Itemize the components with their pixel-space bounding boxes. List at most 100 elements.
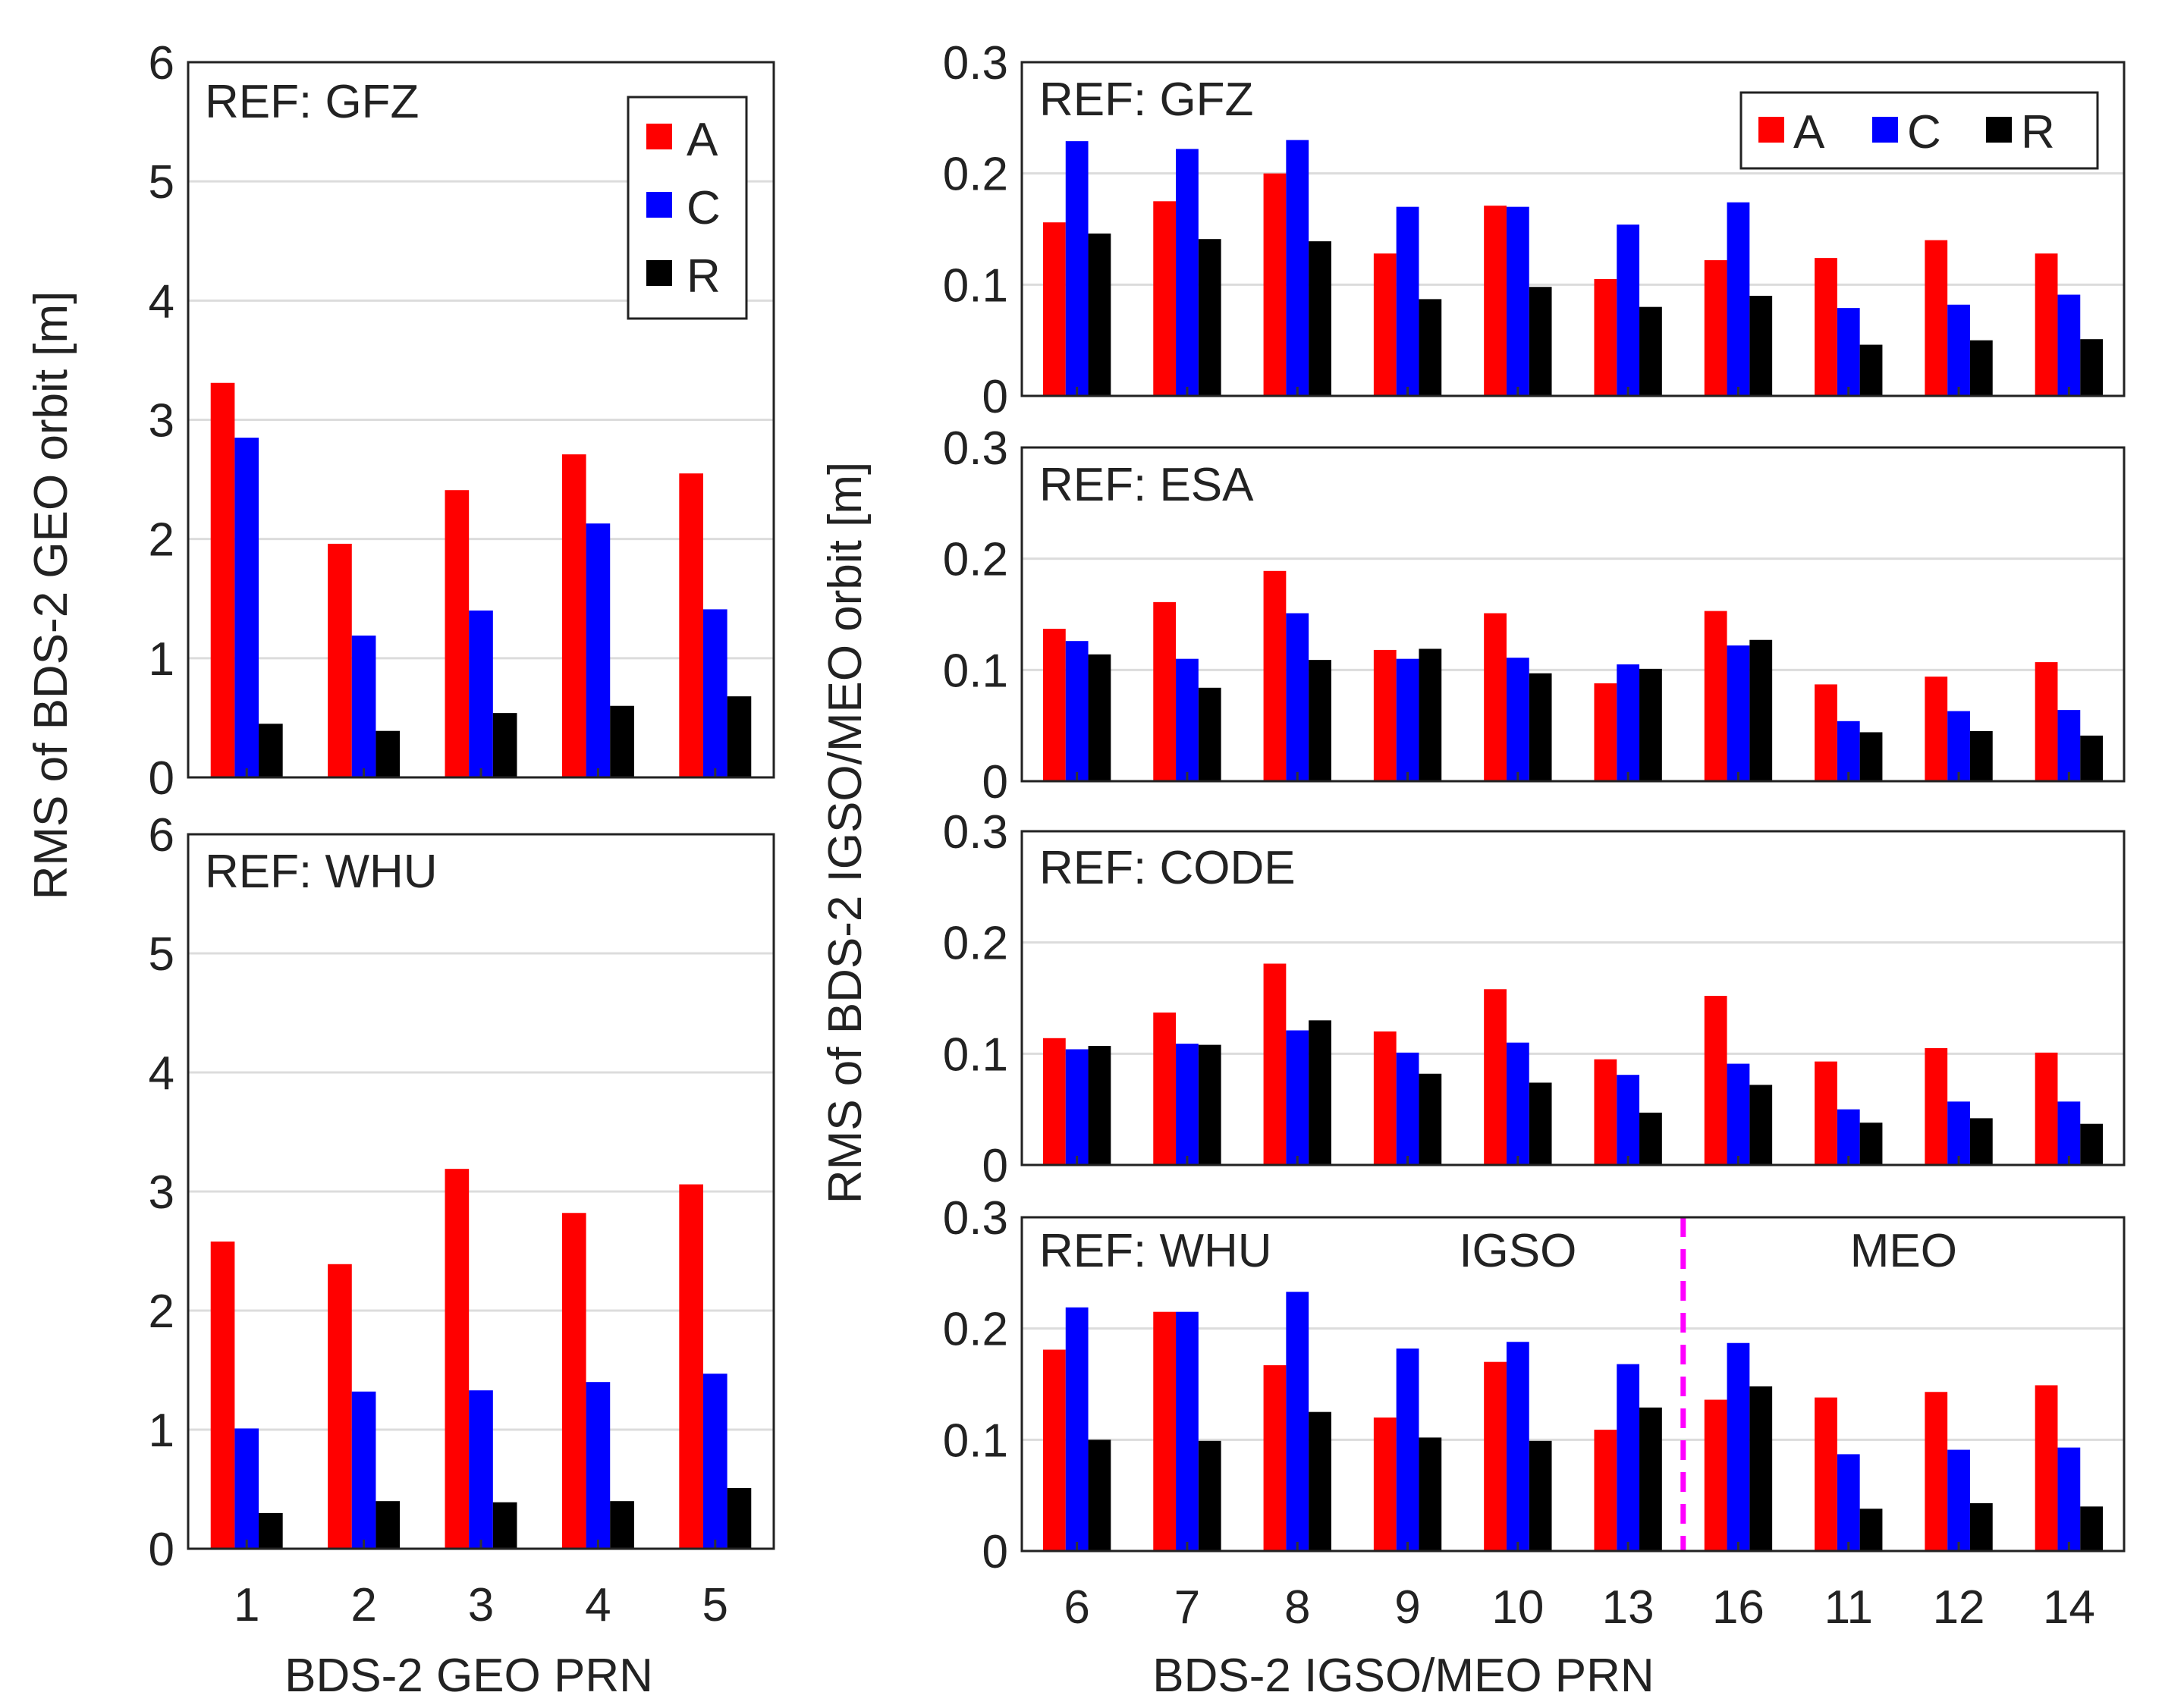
x-tick-label: 3 <box>468 1579 494 1631</box>
bar-a-prn-7 <box>1153 1311 1177 1551</box>
y-tick-label: 4 <box>149 275 174 328</box>
legend-swatch-a <box>1758 117 1784 143</box>
y-tick-label: 0.3 <box>943 422 1008 475</box>
legend-label-a: A <box>687 114 718 166</box>
legend-swatch-r <box>1986 117 2012 143</box>
bar-c-prn-11 <box>1837 1454 1860 1551</box>
x-tick-label: 6 <box>1064 1581 1089 1634</box>
bar-a-prn-13 <box>1594 279 1617 396</box>
y-tick-label: 1 <box>149 1405 174 1457</box>
chart-panel-igso-code: 0 0.1 0.2 0.3 REF: CODE <box>943 806 2126 1192</box>
bar-a-prn-1 <box>210 1241 235 1549</box>
bar-r-prn-8 <box>1309 241 1331 396</box>
bar-r-prn-2 <box>376 1501 401 1549</box>
bar-r-prn-12 <box>1969 340 1993 396</box>
y-tick-label: 0 <box>149 752 174 805</box>
y-tick-label: 0.2 <box>943 918 1008 970</box>
bar-r-prn-6 <box>1088 1440 1111 1551</box>
x-tick-label: 5 <box>702 1579 728 1631</box>
axes-frame <box>1020 61 2126 397</box>
y-tick-label: 0.1 <box>943 1028 1008 1081</box>
axes-frame <box>1020 830 2126 1166</box>
bar-a-prn-12 <box>1925 1048 1948 1165</box>
y-tick-label: 0.3 <box>943 1192 1008 1245</box>
bar-c-prn-4 <box>586 523 611 777</box>
bar-r-prn-6 <box>1088 654 1111 781</box>
legend-swatch-c <box>646 192 672 218</box>
bar-r-prn-10 <box>1529 1440 1552 1551</box>
bar-c-prn-5 <box>702 1374 727 1549</box>
bar-a-prn-7 <box>1153 1013 1177 1165</box>
bar-r-prn-7 <box>1198 1440 1221 1551</box>
bar-c-prn-8 <box>1286 1292 1309 1551</box>
bar-a-prn-6 <box>1042 1349 1066 1551</box>
x-tick-label: 16 <box>1712 1581 1764 1634</box>
bar-a-prn-16 <box>1704 611 1727 781</box>
bar-r-prn-3 <box>492 1502 517 1549</box>
bar-a-prn-3 <box>445 1169 470 1549</box>
bar-a-prn-6 <box>1042 222 1066 396</box>
bar-a-prn-4 <box>561 1213 586 1549</box>
bar-c-prn-9 <box>1396 206 1419 396</box>
x-tick-label: 1 <box>234 1579 259 1631</box>
bar-c-prn-6 <box>1065 641 1089 781</box>
bar-c-prn-6 <box>1065 141 1089 396</box>
y-tick-label: 3 <box>149 395 174 447</box>
bar-a-prn-8 <box>1263 173 1287 396</box>
bar-r-prn-8 <box>1309 660 1331 781</box>
bar-r-prn-9 <box>1419 648 1442 781</box>
y-tick-label: 0 <box>982 371 1008 423</box>
right-x-axis-label: BDS-2 IGSO/MEO PRN <box>1152 1650 1654 1702</box>
bar-r-prn-9 <box>1419 299 1442 396</box>
x-tick-label: 11 <box>1824 1581 1873 1634</box>
bar-a-prn-9 <box>1373 1031 1397 1165</box>
bar-a-prn-11 <box>1815 684 1837 781</box>
bar-c-prn-16 <box>1727 1063 1750 1165</box>
left-y-axis-label: RMS of BDS-2 GEO orbit [m] <box>25 291 77 900</box>
legend-swatch-c <box>1872 117 1898 143</box>
chart-panel-geo-whu: 0 1 2 3 4 5 6 1 2 3 4 5 REF: WHU <box>149 809 775 1631</box>
bar-r-prn-16 <box>1749 1085 1773 1165</box>
bar-r-prn-10 <box>1529 673 1552 781</box>
legend-label-a: A <box>1793 106 1825 159</box>
bar-r-prn-7 <box>1198 687 1221 781</box>
bar-c-prn-10 <box>1506 1042 1529 1165</box>
chart-panel-igso-gfz: 0 0.1 0.2 0.3 REF: GFZ A C R <box>943 37 2126 423</box>
y-tick-label: 0.3 <box>943 37 1008 89</box>
bar-c-prn-14 <box>2057 710 2081 781</box>
x-tick-label: 7 <box>1174 1581 1200 1634</box>
bar-r-prn-6 <box>1088 233 1111 396</box>
bar-a-prn-6 <box>1042 1038 1066 1165</box>
bar-r-prn-9 <box>1419 1073 1442 1165</box>
bar-r-prn-5 <box>727 1487 752 1549</box>
bar-r-prn-12 <box>1969 731 1993 781</box>
bar-c-prn-5 <box>702 609 727 777</box>
bar-a-prn-2 <box>328 543 352 777</box>
bar-a-prn-14 <box>2035 1385 2058 1551</box>
x-tick-label: 4 <box>585 1579 611 1631</box>
axes-frame <box>187 833 775 1550</box>
bar-c-prn-12 <box>1947 1449 1970 1551</box>
bar-a-prn-8 <box>1263 963 1287 1165</box>
y-tick-label: 4 <box>149 1047 174 1100</box>
bar-a-prn-13 <box>1594 683 1617 781</box>
bar-a-prn-14 <box>2035 662 2058 781</box>
bar-c-prn-10 <box>1506 1342 1529 1551</box>
chart-panel-geo-gfz: 0 1 2 3 4 5 6 REF: GFZ ACR <box>149 37 775 805</box>
bar-a-prn-11 <box>1815 258 1837 396</box>
bar-a-prn-6 <box>1042 629 1066 781</box>
bar-r-prn-14 <box>2080 339 2104 396</box>
panel-label: REF: GFZ <box>205 76 419 128</box>
bar-c-prn-14 <box>2057 1101 2081 1165</box>
bar-c-prn-1 <box>234 438 259 777</box>
bar-r-prn-10 <box>1529 1082 1552 1165</box>
axes-frame <box>1020 446 2126 783</box>
axes-frame <box>1020 1216 2126 1553</box>
bar-r-prn-1 <box>259 724 283 777</box>
bar-c-prn-12 <box>1947 1101 1970 1165</box>
x-tick-label: 8 <box>1284 1581 1310 1634</box>
bar-c-prn-13 <box>1617 664 1640 781</box>
y-tick-label: 0.1 <box>943 1414 1008 1467</box>
bar-a-prn-10 <box>1484 1361 1507 1551</box>
